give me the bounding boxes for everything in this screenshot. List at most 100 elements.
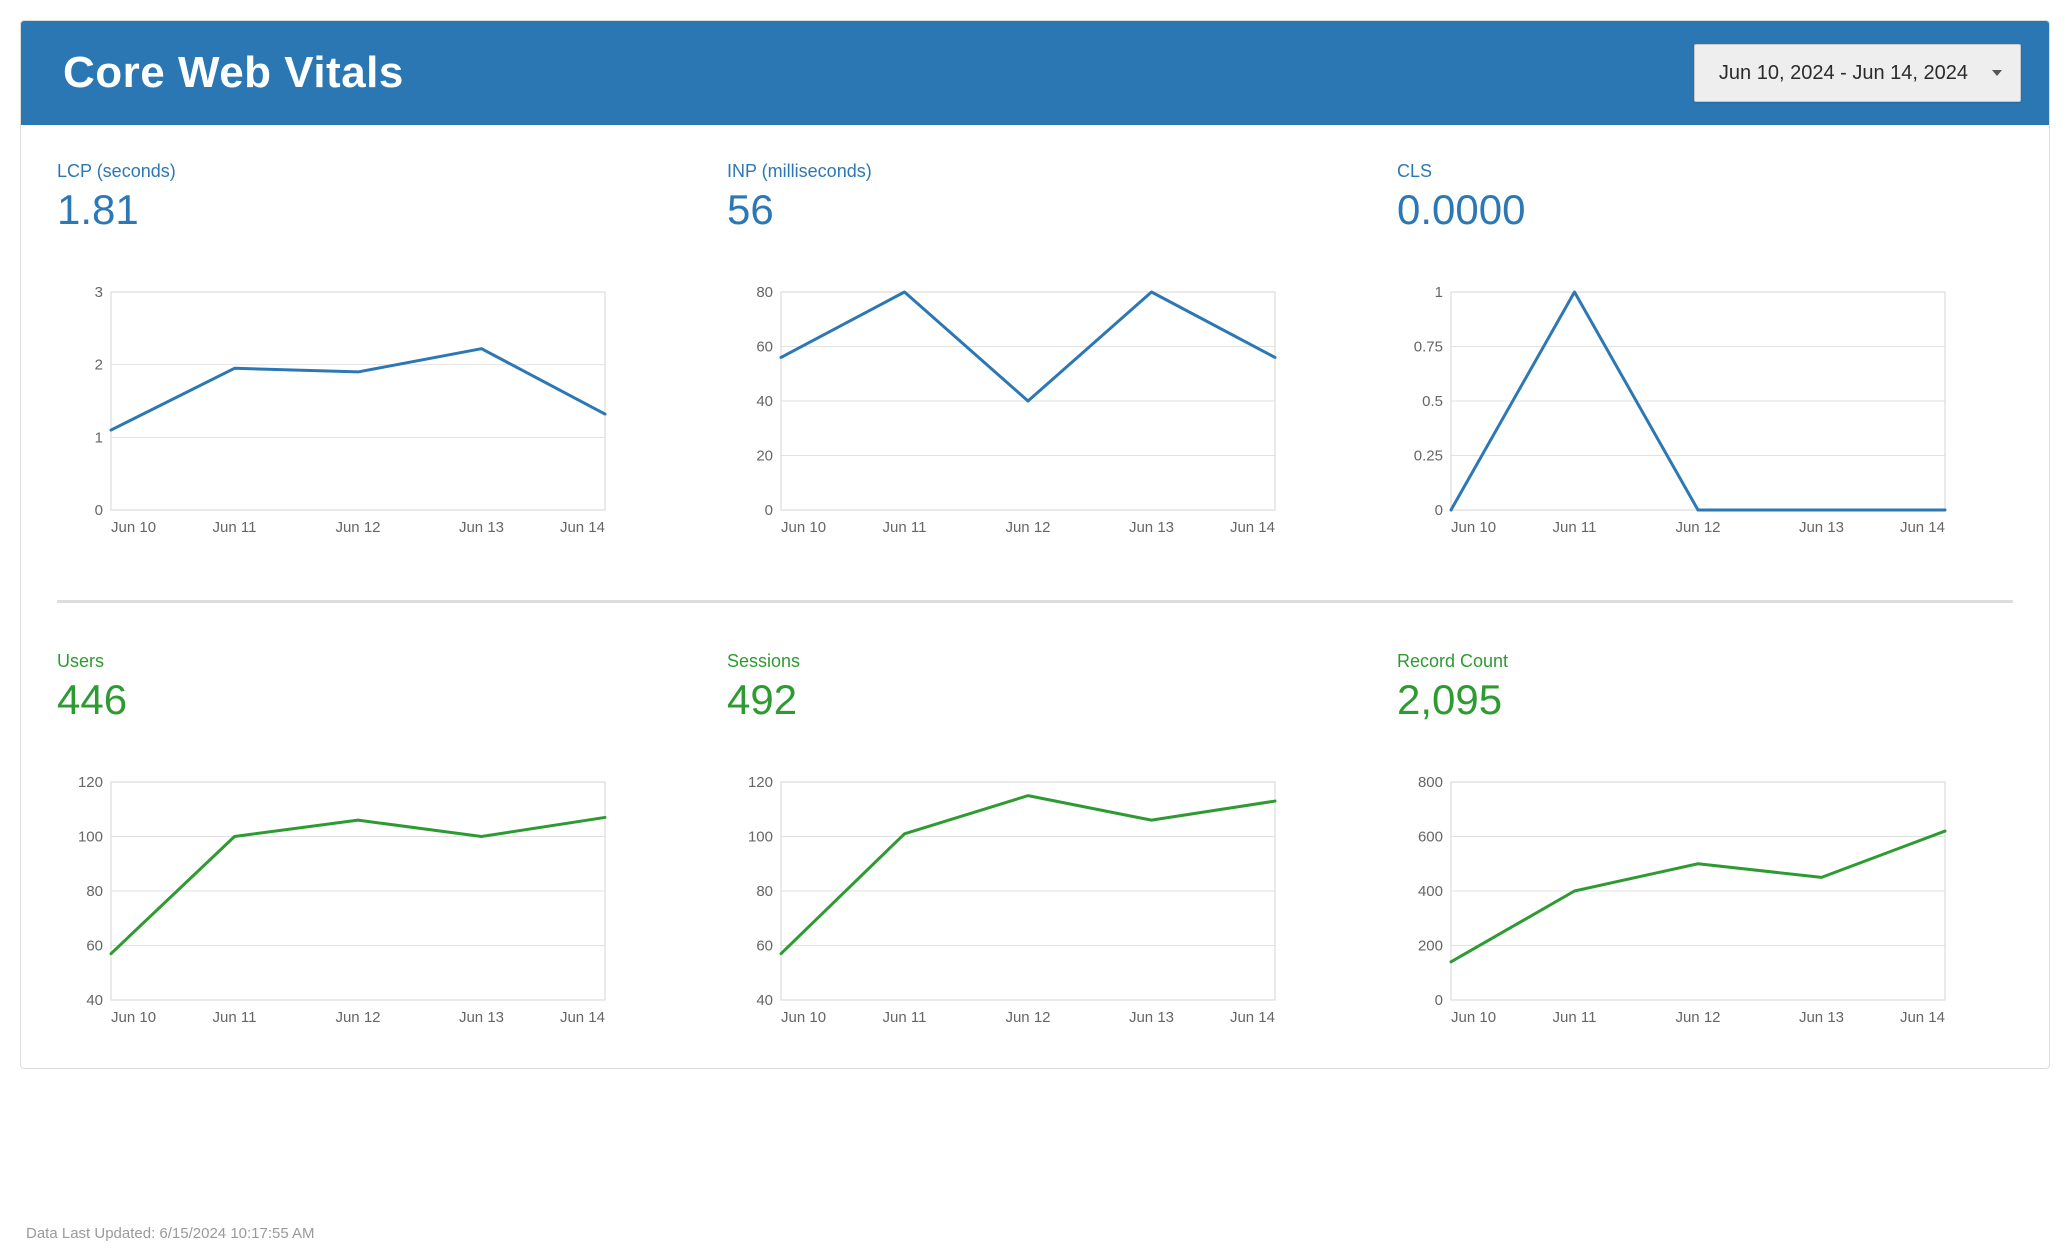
svg-text:Jun 14: Jun 14 xyxy=(560,1009,605,1026)
svg-text:200: 200 xyxy=(1418,938,1443,955)
audience-row: Users 446 40 60 80 100 120 Jun 10 Jun 11 Jun 12… xyxy=(57,651,2013,1032)
metric-panel-inp: INP (milliseconds) 56 0 20 40 60 80 Jun 10 Jun… xyxy=(727,161,1307,542)
svg-text:Jun 11: Jun 11 xyxy=(213,1009,257,1026)
chart-inp: 0 20 40 60 80 Jun 10 Jun 11 Jun 12 Jun 13 Jun 14 xyxy=(727,282,1287,542)
date-range-label: Jun 10, 2024 - Jun 14, 2024 xyxy=(1719,62,1968,85)
metric-value: 492 xyxy=(727,676,1307,724)
svg-text:Jun 13: Jun 13 xyxy=(1129,1009,1174,1026)
svg-text:80: 80 xyxy=(756,284,773,301)
metric-panel-lcp: LCP (seconds) 1.81 0 1 2 3 Jun 10 Jun 11 Jun 1… xyxy=(57,161,637,542)
svg-text:60: 60 xyxy=(86,938,103,955)
chart-lcp: 0 1 2 3 Jun 10 Jun 11 Jun 12 Jun 13 Jun 14 xyxy=(57,282,617,542)
chart-cls: 0 0.25 0.5 0.75 1 Jun 10 Jun 11 Jun 12 Jun 13 Jun… xyxy=(1397,282,1957,542)
svg-text:2: 2 xyxy=(95,357,103,374)
dashboard-body: LCP (seconds) 1.81 0 1 2 3 Jun 10 Jun 11 Jun 1… xyxy=(21,125,2049,1068)
vitals-row: LCP (seconds) 1.81 0 1 2 3 Jun 10 Jun 11 Jun 1… xyxy=(57,161,2013,542)
svg-text:3: 3 xyxy=(95,284,103,301)
chart-record_count: 0 200 400 600 800 Jun 10 Jun 11 Jun 12 Jun 13 Jun… xyxy=(1397,772,1957,1032)
svg-text:Jun 12: Jun 12 xyxy=(335,519,380,536)
metric-label: LCP (seconds) xyxy=(57,161,637,182)
svg-text:Jun 10: Jun 10 xyxy=(781,519,826,536)
svg-text:40: 40 xyxy=(86,992,103,1009)
svg-text:Jun 11: Jun 11 xyxy=(1553,519,1597,536)
svg-text:Jun 12: Jun 12 xyxy=(1675,519,1720,536)
svg-text:60: 60 xyxy=(756,339,773,356)
svg-text:40: 40 xyxy=(756,992,773,1009)
metric-panel-record_count: Record Count 2,095 0 200 400 600 800 Jun 10 Ju… xyxy=(1397,651,1977,1032)
chart-wrap: 0 0.25 0.5 0.75 1 Jun 10 Jun 11 Jun 12 Jun 13 Jun… xyxy=(1397,282,1977,542)
chart-wrap: 0 20 40 60 80 Jun 10 Jun 11 Jun 12 Jun 13 Jun 14 xyxy=(727,282,1307,542)
svg-text:Jun 13: Jun 13 xyxy=(459,1009,504,1026)
svg-text:Jun 11: Jun 11 xyxy=(883,519,927,536)
svg-text:Jun 10: Jun 10 xyxy=(111,519,156,536)
metric-value: 446 xyxy=(57,676,637,724)
svg-text:Jun 11: Jun 11 xyxy=(213,519,257,536)
metric-label: Users xyxy=(57,651,637,672)
chart-wrap: 0 1 2 3 Jun 10 Jun 11 Jun 12 Jun 13 Jun 14 xyxy=(57,282,637,542)
svg-text:0: 0 xyxy=(95,502,103,519)
svg-text:Jun 10: Jun 10 xyxy=(1451,1009,1496,1026)
svg-text:Jun 12: Jun 12 xyxy=(1005,1009,1050,1026)
svg-text:Jun 12: Jun 12 xyxy=(1675,1009,1720,1026)
svg-text:120: 120 xyxy=(78,774,103,791)
svg-text:80: 80 xyxy=(756,883,773,900)
metric-label: Sessions xyxy=(727,651,1307,672)
metric-panel-sessions: Sessions 492 40 60 80 100 120 Jun 10 Jun 11 Jun… xyxy=(727,651,1307,1032)
chart-wrap: 40 60 80 100 120 Jun 10 Jun 11 Jun 12 Jun 13 Jun … xyxy=(727,772,1307,1032)
svg-text:Jun 12: Jun 12 xyxy=(1005,519,1050,536)
svg-text:Jun 11: Jun 11 xyxy=(883,1009,927,1026)
chart-wrap: 0 200 400 600 800 Jun 10 Jun 11 Jun 12 Jun 13 Jun… xyxy=(1397,772,1977,1032)
svg-text:1: 1 xyxy=(95,429,103,446)
svg-text:100: 100 xyxy=(78,829,103,846)
metric-panel-users: Users 446 40 60 80 100 120 Jun 10 Jun 11 Jun 12… xyxy=(57,651,637,1032)
svg-text:Jun 11: Jun 11 xyxy=(1553,1009,1597,1026)
svg-text:Jun 14: Jun 14 xyxy=(560,519,605,536)
svg-text:0: 0 xyxy=(765,502,773,519)
metric-value: 56 xyxy=(727,186,1307,234)
chart-sessions: 40 60 80 100 120 Jun 10 Jun 11 Jun 12 Jun 13 Jun … xyxy=(727,772,1287,1032)
metric-label: CLS xyxy=(1397,161,1977,182)
metric-value: 1.81 xyxy=(57,186,637,234)
svg-text:0: 0 xyxy=(1435,502,1443,519)
svg-text:Jun 14: Jun 14 xyxy=(1230,1009,1275,1026)
svg-text:1: 1 xyxy=(1435,284,1443,301)
metric-value: 2,095 xyxy=(1397,676,1977,724)
metric-label: INP (milliseconds) xyxy=(727,161,1307,182)
svg-text:0: 0 xyxy=(1435,992,1443,1009)
page-title: Core Web Vitals xyxy=(63,48,404,98)
svg-text:600: 600 xyxy=(1418,829,1443,846)
svg-text:Jun 13: Jun 13 xyxy=(1799,1009,1844,1026)
section-divider xyxy=(57,600,2013,603)
date-range-picker[interactable]: Jun 10, 2024 - Jun 14, 2024 xyxy=(1694,44,2021,102)
svg-text:60: 60 xyxy=(756,938,773,955)
metric-label: Record Count xyxy=(1397,651,1977,672)
dashboard-card: Core Web Vitals Jun 10, 2024 - Jun 14, 2… xyxy=(20,20,2050,1069)
svg-text:800: 800 xyxy=(1418,774,1443,791)
chevron-down-icon xyxy=(1992,70,2002,76)
svg-text:Jun 13: Jun 13 xyxy=(1799,519,1844,536)
header: Core Web Vitals Jun 10, 2024 - Jun 14, 2… xyxy=(21,21,2049,125)
svg-text:Jun 14: Jun 14 xyxy=(1900,1009,1945,1026)
svg-text:Jun 10: Jun 10 xyxy=(781,1009,826,1026)
svg-text:Jun 14: Jun 14 xyxy=(1230,519,1275,536)
svg-text:0.75: 0.75 xyxy=(1414,339,1443,356)
chart-wrap: 40 60 80 100 120 Jun 10 Jun 11 Jun 12 Jun 13 Jun … xyxy=(57,772,637,1032)
svg-text:80: 80 xyxy=(86,883,103,900)
svg-text:Jun 12: Jun 12 xyxy=(335,1009,380,1026)
svg-text:100: 100 xyxy=(748,829,773,846)
svg-text:20: 20 xyxy=(756,448,773,465)
svg-text:40: 40 xyxy=(756,393,773,410)
svg-text:Jun 14: Jun 14 xyxy=(1900,519,1945,536)
svg-text:120: 120 xyxy=(748,774,773,791)
data-updated-note: Data Last Updated: 6/15/2024 10:17:55 AM xyxy=(26,1225,315,1242)
metric-value: 0.0000 xyxy=(1397,186,1977,234)
svg-text:Jun 10: Jun 10 xyxy=(111,1009,156,1026)
svg-text:0.25: 0.25 xyxy=(1414,448,1443,465)
metric-panel-cls: CLS 0.0000 0 0.25 0.5 0.75 1 Jun 10 Jun 11 Jun … xyxy=(1397,161,1977,542)
svg-text:0.5: 0.5 xyxy=(1422,393,1443,410)
svg-text:Jun 10: Jun 10 xyxy=(1451,519,1496,536)
svg-text:Jun 13: Jun 13 xyxy=(459,519,504,536)
svg-text:400: 400 xyxy=(1418,883,1443,900)
chart-users: 40 60 80 100 120 Jun 10 Jun 11 Jun 12 Jun 13 Jun … xyxy=(57,772,617,1032)
svg-text:Jun 13: Jun 13 xyxy=(1129,519,1174,536)
